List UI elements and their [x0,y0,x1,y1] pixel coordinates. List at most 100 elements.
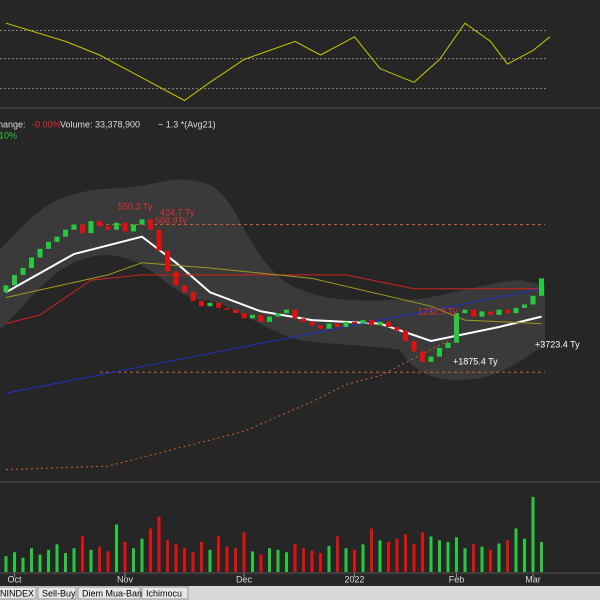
candle-body [54,236,60,242]
x-tick-label: Nov [117,574,134,584]
volume-bar [336,536,339,572]
volume-bar [106,551,110,572]
tab[interactable] [77,586,141,600]
tab-label[interactable]: Diem Mua-Ban [82,588,142,598]
volume-bar [463,548,467,572]
volume-bar [115,524,118,572]
candle-body [352,321,357,324]
candle-body [479,311,485,317]
candle-body [165,250,170,272]
candle-body [241,313,247,319]
volume-bar [421,532,424,572]
candle-body [411,340,417,352]
candle-body [539,278,544,296]
tab-label[interactable]: Ichimocu [146,588,182,598]
volume-bar [302,548,305,572]
tab[interactable] [0,586,37,600]
candle-body [224,307,230,310]
candle-body [437,347,442,357]
candle-body [216,302,221,308]
candle-body [63,229,68,237]
annotation: +3723.4 Ty [535,339,580,349]
candle-body [445,342,451,348]
volume-bar [438,540,441,572]
candle-body [318,325,323,329]
volume-bar [523,538,526,572]
candle-body [250,314,255,319]
volume-bar [183,548,186,572]
candle-body [267,316,272,322]
volume-bar [123,541,127,572]
candle-body [420,351,425,362]
volume-bar [378,540,382,572]
candle-body [131,224,136,232]
volume-bar [514,528,518,572]
candle-body [88,221,94,234]
x-tick-label: Feb [449,574,465,584]
candle-body [3,285,9,293]
volume-bar [89,549,93,572]
volume-bar [506,540,509,572]
volume-bar [208,549,212,572]
candle-body [37,248,43,258]
volume-bar [531,496,535,572]
change-label: hange: [0,119,26,129]
candle-body [275,313,281,317]
candle-body [428,356,434,362]
volume-bar [132,548,135,572]
volume-bar [166,540,169,572]
volume-bar [21,557,25,572]
volume-bar [217,536,220,572]
volume-bar [268,548,271,572]
candle-body [335,323,340,328]
candle-body [71,224,77,230]
candle-body [173,271,179,286]
volume-bar [13,552,16,572]
tab[interactable] [141,586,189,600]
x-tick-label: 2022 [344,574,364,584]
band-cloud [0,179,545,380]
avg-info: ~ 1.3 *(Avg21) [158,119,216,129]
volume-bar [361,544,365,572]
change-value: -0.00% [32,119,61,129]
volume-bar [64,553,67,572]
line [5,22,551,102]
volume-bar [225,546,229,572]
x-tick-label: Oct [7,574,22,584]
candle-body [326,323,332,329]
tab-label[interactable]: Sell-Buy [42,588,76,598]
volume-bar [81,536,84,572]
candle-body [114,222,119,230]
volume-bar [319,553,322,572]
volume-bar [234,548,237,572]
tab-label[interactable]: VNINDEX [0,588,34,598]
volume-bar [157,516,161,572]
candle-body [505,309,510,314]
volume-bar [387,541,390,572]
candle-body [360,320,366,324]
candle-body [530,295,536,305]
candle-body [20,267,26,275]
volume-bar [480,546,484,572]
annotation: 550.3 Ty [118,201,153,211]
volume-bar [540,541,543,572]
annotation: +1875.4 Ty [453,356,498,366]
candle-body [148,219,153,230]
line [5,340,449,471]
candle-body [462,309,468,314]
tab-bar: VNINDEX Sell-Buy Diem Mua-Ban Ichimocu [0,586,600,600]
candle-body [139,219,145,225]
candle-body [369,320,374,326]
candle-body [12,274,17,286]
volume-bar [293,544,297,572]
candle-body [207,302,213,307]
volume-bar [395,538,399,572]
candle-body [309,321,315,326]
candle-body [386,321,391,328]
candle-body [105,226,111,230]
tab[interactable] [37,586,77,600]
candle-body [488,311,493,315]
candle-body [233,309,238,314]
volume-bar [310,550,314,572]
volume-bar [47,549,50,572]
